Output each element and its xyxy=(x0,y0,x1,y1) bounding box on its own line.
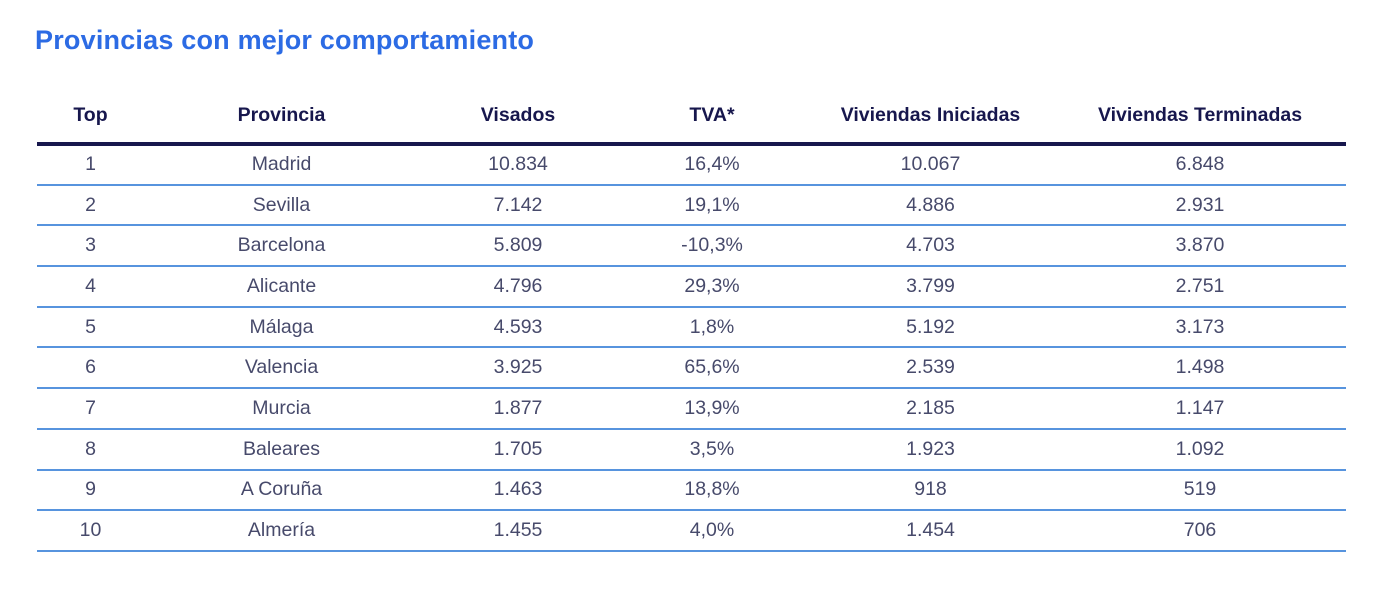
cell-visados: 1.455 xyxy=(419,510,617,552)
cell-viviendas-iniciadas: 918 xyxy=(807,469,1054,512)
table-row: 1 Madrid 10.834 16,4% 10.067 6.848 xyxy=(37,144,1346,186)
table-header: Top Provincia Visados TVA* Viviendas Ini… xyxy=(37,104,1346,146)
cell-tva: -10,3% xyxy=(617,225,807,268)
cell-tva: 65,6% xyxy=(617,347,807,390)
table-row: 6 Valencia 3.925 65,6% 2.539 1.498 xyxy=(37,347,1346,390)
cell-provincia: Madrid xyxy=(144,144,419,186)
cell-viviendas-terminadas: 2.751 xyxy=(1054,266,1346,308)
cell-top: 2 xyxy=(37,184,144,227)
cell-tva: 16,4% xyxy=(617,144,807,186)
cell-visados: 4.796 xyxy=(419,266,617,308)
cell-top: 4 xyxy=(37,266,144,308)
cell-viviendas-iniciadas: 3.799 xyxy=(807,266,1054,308)
column-header-visados: Visados xyxy=(419,104,617,146)
cell-viviendas-iniciadas: 2.539 xyxy=(807,347,1054,390)
table-row: 10 Almería 1.455 4,0% 1.454 706 xyxy=(37,510,1346,552)
cell-visados: 4.593 xyxy=(419,306,617,349)
cell-tva: 19,1% xyxy=(617,184,807,227)
cell-provincia: A Coruña xyxy=(144,469,419,512)
cell-provincia: Valencia xyxy=(144,347,419,390)
cell-viviendas-terminadas: 3.870 xyxy=(1054,225,1346,268)
cell-top: 7 xyxy=(37,388,144,430)
column-header-provincia: Provincia xyxy=(144,104,419,146)
cell-visados: 1.463 xyxy=(419,469,617,512)
table-body: 1 Madrid 10.834 16,4% 10.067 6.848 2 Sev… xyxy=(37,144,1346,552)
provinces-table: Top Provincia Visados TVA* Viviendas Ini… xyxy=(37,104,1346,552)
cell-viviendas-iniciadas: 5.192 xyxy=(807,306,1054,349)
table-row: 3 Barcelona 5.809 -10,3% 4.703 3.870 xyxy=(37,225,1346,268)
cell-top: 9 xyxy=(37,469,144,512)
cell-visados: 10.834 xyxy=(419,144,617,186)
cell-top: 6 xyxy=(37,347,144,390)
cell-provincia: Alicante xyxy=(144,266,419,308)
cell-viviendas-terminadas: 1.147 xyxy=(1054,388,1346,430)
cell-provincia: Almería xyxy=(144,510,419,552)
cell-tva: 1,8% xyxy=(617,306,807,349)
cell-viviendas-iniciadas: 1.923 xyxy=(807,428,1054,471)
cell-visados: 1.705 xyxy=(419,428,617,471)
cell-viviendas-terminadas: 519 xyxy=(1054,469,1346,512)
column-header-viviendas-terminadas: Viviendas Terminadas xyxy=(1054,104,1346,146)
cell-tva: 18,8% xyxy=(617,469,807,512)
cell-provincia: Sevilla xyxy=(144,184,419,227)
cell-visados: 7.142 xyxy=(419,184,617,227)
cell-viviendas-iniciadas: 1.454 xyxy=(807,510,1054,552)
table-row: 5 Málaga 4.593 1,8% 5.192 3.173 xyxy=(37,306,1346,349)
cell-top: 1 xyxy=(37,144,144,186)
cell-tva: 29,3% xyxy=(617,266,807,308)
cell-top: 5 xyxy=(37,306,144,349)
table-row: 8 Baleares 1.705 3,5% 1.923 1.092 xyxy=(37,428,1346,471)
cell-tva: 4,0% xyxy=(617,510,807,552)
column-header-top: Top xyxy=(37,104,144,146)
cell-viviendas-terminadas: 6.848 xyxy=(1054,144,1346,186)
cell-tva: 3,5% xyxy=(617,428,807,471)
cell-viviendas-iniciadas: 2.185 xyxy=(807,388,1054,430)
cell-provincia: Málaga xyxy=(144,306,419,349)
cell-tva: 13,9% xyxy=(617,388,807,430)
cell-top: 8 xyxy=(37,428,144,471)
cell-viviendas-terminadas: 706 xyxy=(1054,510,1346,552)
cell-visados: 5.809 xyxy=(419,225,617,268)
column-header-viviendas-iniciadas: Viviendas Iniciadas xyxy=(807,104,1054,146)
cell-viviendas-terminadas: 1.498 xyxy=(1054,347,1346,390)
cell-viviendas-iniciadas: 4.703 xyxy=(807,225,1054,268)
cell-viviendas-terminadas: 1.092 xyxy=(1054,428,1346,471)
cell-provincia: Baleares xyxy=(144,428,419,471)
cell-viviendas-iniciadas: 10.067 xyxy=(807,144,1054,186)
table-row: 2 Sevilla 7.142 19,1% 4.886 2.931 xyxy=(37,184,1346,227)
table-row: 9 A Coruña 1.463 18,8% 918 519 xyxy=(37,469,1346,512)
column-header-tva: TVA* xyxy=(617,104,807,146)
cell-provincia: Barcelona xyxy=(144,225,419,268)
page-title: Provincias con mejor comportamiento xyxy=(35,25,535,55)
table-row: 7 Murcia 1.877 13,9% 2.185 1.147 xyxy=(37,388,1346,430)
cell-top: 3 xyxy=(37,225,144,268)
cell-viviendas-iniciadas: 4.886 xyxy=(807,184,1054,227)
cell-viviendas-terminadas: 2.931 xyxy=(1054,184,1346,227)
header-row: Top Provincia Visados TVA* Viviendas Ini… xyxy=(37,104,1346,146)
cell-top: 10 xyxy=(37,510,144,552)
cell-viviendas-terminadas: 3.173 xyxy=(1054,306,1346,349)
cell-visados: 1.877 xyxy=(419,388,617,430)
cell-visados: 3.925 xyxy=(419,347,617,390)
cell-provincia: Murcia xyxy=(144,388,419,430)
table-row: 4 Alicante 4.796 29,3% 3.799 2.751 xyxy=(37,266,1346,308)
